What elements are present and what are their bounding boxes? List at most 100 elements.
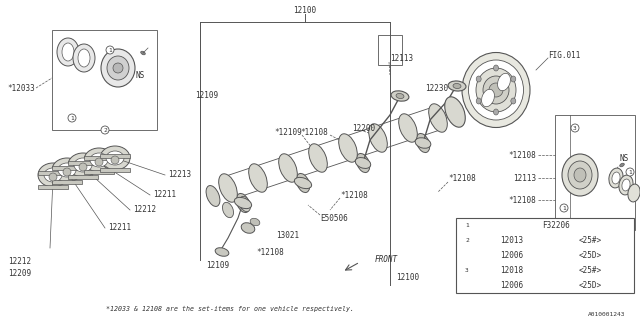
- Bar: [52, 30, 157, 130]
- Bar: [52, 166, 82, 170]
- Ellipse shape: [68, 153, 98, 177]
- Bar: [38, 185, 68, 189]
- Text: 1: 1: [628, 170, 632, 174]
- Text: 12013: 12013: [500, 236, 524, 245]
- Text: <25#>: <25#>: [579, 236, 602, 245]
- Ellipse shape: [429, 104, 447, 132]
- Text: 12109: 12109: [206, 260, 229, 269]
- Text: 12209: 12209: [8, 268, 31, 277]
- Ellipse shape: [73, 44, 95, 72]
- Ellipse shape: [79, 163, 87, 171]
- Text: 12006: 12006: [500, 281, 524, 290]
- Ellipse shape: [206, 186, 220, 206]
- Bar: [84, 170, 114, 174]
- Circle shape: [106, 46, 114, 54]
- Ellipse shape: [622, 179, 630, 191]
- Ellipse shape: [223, 202, 234, 218]
- Ellipse shape: [57, 38, 79, 66]
- Bar: [68, 161, 98, 165]
- Text: *12109: *12109: [275, 127, 302, 137]
- Text: 12113: 12113: [513, 173, 536, 182]
- Ellipse shape: [462, 52, 530, 127]
- Text: 12109: 12109: [195, 91, 218, 100]
- Circle shape: [560, 204, 568, 212]
- Text: 1: 1: [70, 116, 74, 121]
- Text: *12108: *12108: [340, 190, 368, 199]
- Circle shape: [462, 236, 472, 245]
- Bar: [52, 180, 82, 184]
- Ellipse shape: [219, 174, 237, 202]
- Text: F32206: F32206: [542, 221, 570, 230]
- Ellipse shape: [95, 158, 103, 166]
- Ellipse shape: [90, 153, 108, 167]
- Text: 3: 3: [465, 268, 469, 273]
- Ellipse shape: [355, 157, 371, 168]
- Ellipse shape: [106, 151, 124, 165]
- Bar: [100, 154, 130, 158]
- Text: 12213: 12213: [168, 170, 191, 179]
- Ellipse shape: [476, 76, 481, 82]
- Ellipse shape: [493, 109, 499, 115]
- Ellipse shape: [416, 133, 429, 153]
- Ellipse shape: [236, 194, 250, 212]
- Ellipse shape: [476, 68, 516, 112]
- Text: *12033 & 12108 are the set-items for one vehicle respectively.: *12033 & 12108 are the set-items for one…: [106, 306, 354, 312]
- Text: 12018: 12018: [500, 266, 524, 275]
- Ellipse shape: [74, 158, 92, 172]
- Ellipse shape: [49, 173, 57, 181]
- Ellipse shape: [399, 114, 417, 142]
- Ellipse shape: [294, 177, 312, 188]
- Ellipse shape: [250, 218, 260, 226]
- Ellipse shape: [620, 163, 624, 167]
- Ellipse shape: [562, 154, 598, 196]
- Ellipse shape: [101, 49, 135, 87]
- Circle shape: [462, 220, 472, 230]
- Text: 12100: 12100: [396, 274, 419, 283]
- Ellipse shape: [415, 138, 431, 148]
- Ellipse shape: [489, 83, 503, 97]
- Ellipse shape: [62, 43, 74, 61]
- Ellipse shape: [241, 223, 255, 233]
- Text: E50506: E50506: [320, 213, 348, 222]
- Ellipse shape: [308, 144, 327, 172]
- Ellipse shape: [448, 81, 466, 91]
- Ellipse shape: [609, 168, 623, 188]
- Ellipse shape: [249, 164, 268, 192]
- Circle shape: [101, 126, 109, 134]
- Ellipse shape: [453, 84, 461, 89]
- Circle shape: [571, 124, 579, 132]
- Ellipse shape: [476, 98, 481, 104]
- Ellipse shape: [574, 168, 586, 182]
- Ellipse shape: [497, 73, 511, 91]
- Circle shape: [68, 114, 76, 122]
- Text: 12211: 12211: [153, 189, 176, 198]
- Text: <25D>: <25D>: [579, 251, 602, 260]
- Ellipse shape: [568, 161, 592, 189]
- Text: 12211: 12211: [108, 222, 131, 231]
- Text: 12212: 12212: [133, 204, 156, 213]
- Ellipse shape: [278, 154, 298, 182]
- Ellipse shape: [356, 154, 370, 172]
- Ellipse shape: [493, 65, 499, 71]
- Text: FIG.011: FIG.011: [548, 51, 580, 60]
- Text: 3: 3: [573, 125, 577, 131]
- Ellipse shape: [628, 184, 640, 202]
- Text: 1: 1: [108, 47, 112, 52]
- Ellipse shape: [78, 49, 90, 67]
- Circle shape: [626, 168, 634, 176]
- Text: 12230: 12230: [425, 84, 448, 92]
- Text: 12006: 12006: [500, 251, 524, 260]
- Text: *12108: *12108: [256, 247, 284, 257]
- Bar: [84, 156, 114, 160]
- Ellipse shape: [481, 89, 495, 107]
- Text: <25D>: <25D>: [579, 281, 602, 290]
- Text: 1: 1: [465, 223, 469, 228]
- Text: *12108: *12108: [508, 196, 536, 204]
- Ellipse shape: [215, 248, 229, 256]
- Text: 12100: 12100: [293, 5, 317, 14]
- Ellipse shape: [468, 60, 524, 120]
- Bar: [378, 35, 402, 65]
- Ellipse shape: [100, 146, 130, 170]
- Ellipse shape: [107, 56, 129, 80]
- Text: FRONT: FRONT: [375, 255, 398, 265]
